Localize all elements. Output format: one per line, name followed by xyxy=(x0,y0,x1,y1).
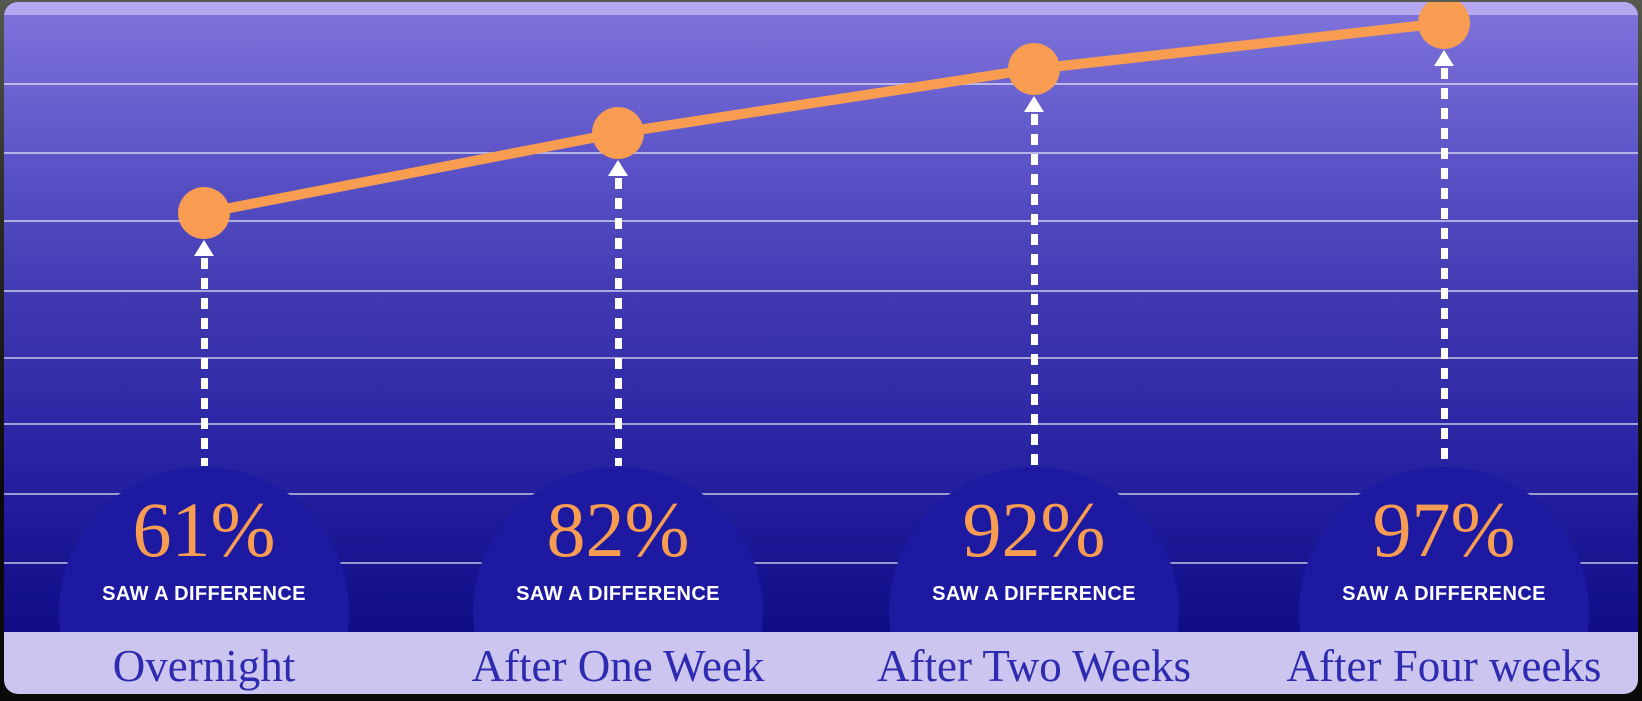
stat-percent-value: 61% xyxy=(132,486,276,573)
gridline xyxy=(4,562,1638,564)
arrow-up-icon xyxy=(1024,96,1044,112)
gridline xyxy=(4,83,1638,85)
arrow-up-icon xyxy=(194,240,214,256)
top-band xyxy=(4,2,1638,15)
x-axis-label: After Two Weeks xyxy=(877,641,1191,691)
data-point-marker xyxy=(592,107,644,159)
arrow-up-icon xyxy=(608,160,628,176)
results-chart-card: 61% SAW A DIFFERENCE 82% SAW A DIFFERENC… xyxy=(4,2,1638,694)
x-axis-label: After Four weeks xyxy=(1286,641,1602,691)
stat-percent-value: 82% xyxy=(546,486,690,573)
stat-caption: SAW A DIFFERENCE xyxy=(516,583,720,605)
stat-caption: SAW A DIFFERENCE xyxy=(1342,583,1546,605)
arrow-dashed-stem xyxy=(1030,114,1038,466)
gridline xyxy=(4,493,1638,495)
arrow-dashed-stem xyxy=(614,178,622,466)
arrow-dashed-stem xyxy=(200,258,208,466)
stat-caption: SAW A DIFFERENCE xyxy=(102,583,306,605)
gridline xyxy=(4,152,1638,154)
gridline xyxy=(4,423,1638,425)
arrow-dashed-stem xyxy=(1440,68,1448,466)
trend-line xyxy=(203,18,1445,218)
stat-caption: SAW A DIFFERENCE xyxy=(932,583,1136,605)
gridline xyxy=(4,357,1638,359)
stat-percent-value: 92% xyxy=(962,486,1106,573)
gridline xyxy=(4,290,1638,292)
gridline xyxy=(4,220,1638,222)
x-axis-strip: Overnight After One Week After Two Weeks Af… xyxy=(4,632,1638,694)
x-axis-label: Overnight xyxy=(112,641,296,691)
arrow-up-icon xyxy=(1434,50,1454,66)
data-point-marker xyxy=(1418,2,1470,49)
data-point-marker xyxy=(178,187,230,239)
trend-line-chart xyxy=(178,2,1470,239)
x-axis-label: After One Week xyxy=(471,641,765,691)
stat-percent-value: 97% xyxy=(1372,486,1516,573)
data-point-marker xyxy=(1008,43,1060,95)
